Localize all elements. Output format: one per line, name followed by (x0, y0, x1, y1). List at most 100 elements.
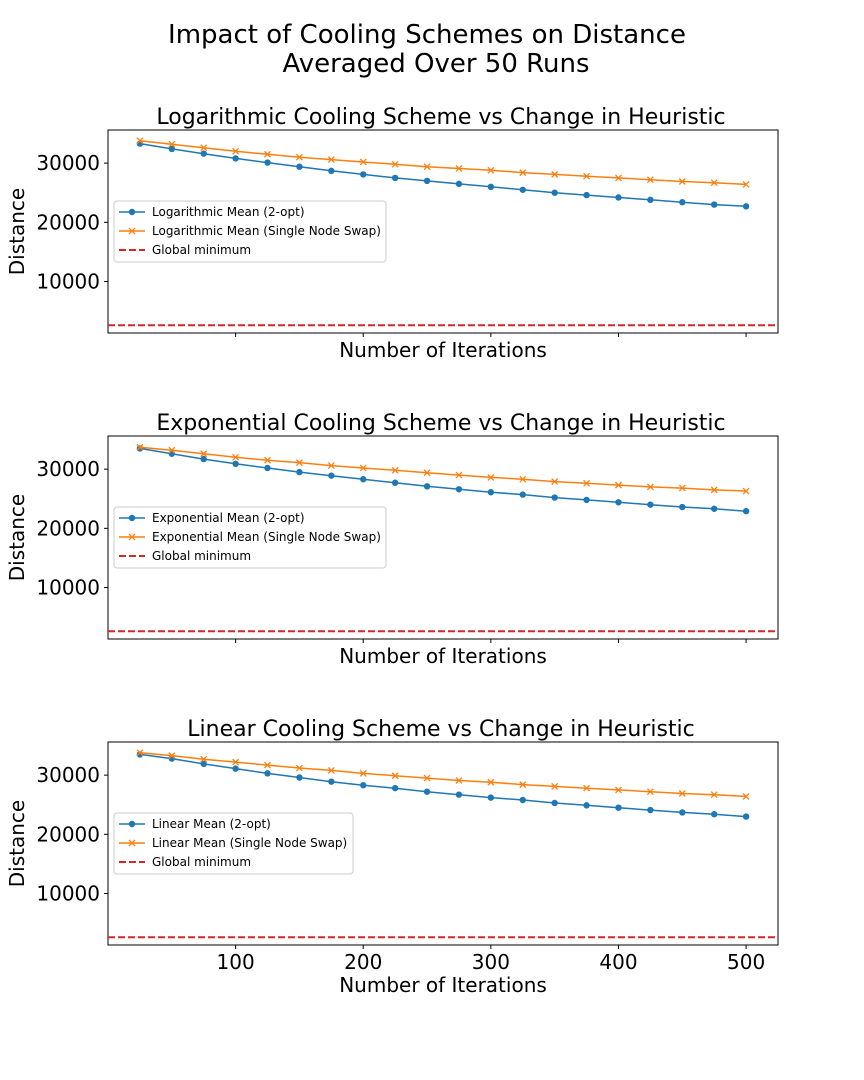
data-point-single-node-swap (455, 471, 463, 479)
data-point-2opt (615, 804, 622, 811)
legend-label: Linear Mean (Single Node Swap) (152, 836, 347, 850)
y-tick-label: 20000 (36, 516, 100, 540)
y-axis-label: Distance (5, 800, 29, 887)
legend-swatch-marker (128, 208, 136, 216)
data-point-2opt (232, 765, 239, 772)
data-point-single-node-swap (136, 443, 144, 451)
data-point-2opt (360, 782, 367, 789)
data-point-single-node-swap (646, 483, 654, 491)
series-line-2opt (139, 142, 747, 208)
data-point-2opt (519, 186, 526, 193)
y-tick-label: 10000 (36, 882, 100, 906)
legend-swatch-marker (128, 820, 136, 828)
data-point-single-node-swap (200, 755, 208, 763)
data-point-single-node-swap (391, 466, 399, 474)
x-axis-label: Number of Iterations (339, 338, 547, 362)
data-point-single-node-swap (615, 174, 622, 182)
data-point-single-node-swap (742, 487, 750, 495)
legend-swatch-marker (128, 533, 136, 541)
data-point-single-node-swap (391, 772, 399, 780)
data-point-single-node-swap (678, 178, 686, 185)
data-point-2opt (360, 476, 367, 483)
data-point-single-node-swap (264, 456, 271, 464)
legend: Logarithmic Mean (2-opt) Logarithmic Mean… (113, 200, 387, 263)
data-point-2opt (679, 809, 686, 816)
data-point-2opt (391, 479, 399, 486)
data-point-single-node-swap (168, 752, 176, 760)
data-point-single-node-swap (423, 469, 431, 477)
data-point-single-node-swap (423, 163, 431, 171)
data-point-single-node-swap (551, 170, 559, 178)
data-point-single-node-swap (487, 778, 495, 786)
data-point-single-node-swap (359, 464, 367, 472)
data-point-single-node-swap (264, 150, 271, 158)
data-point-2opt (647, 501, 654, 508)
data-point-single-node-swap (359, 158, 367, 166)
data-point-2opt (742, 507, 750, 515)
data-point-2opt (328, 167, 335, 175)
series-line-single-node-swap (139, 751, 747, 798)
data-point-single-node-swap (519, 169, 527, 177)
data-point-2opt (455, 180, 463, 188)
y-tick-label: 10000 (36, 576, 100, 600)
data-point-2opt (391, 174, 399, 182)
data-point-single-node-swap (710, 791, 718, 799)
data-point-2opt (423, 788, 431, 795)
legend-label: Global minimum (152, 243, 251, 257)
data-point-2opt (710, 505, 718, 512)
data-point-2opt (487, 794, 495, 801)
data-point-2opt (647, 196, 654, 204)
data-point-2opt (232, 460, 239, 468)
data-point-2opt (519, 796, 526, 804)
data-point-2opt (679, 503, 686, 511)
data-point-single-node-swap (264, 761, 271, 769)
legend-label: Global minimum (152, 855, 251, 869)
data-point-2opt (710, 811, 718, 818)
subplot-3: Linear Cooling Scheme vs Change in Heuri… (5, 717, 779, 997)
x-axis-label: Number of Iterations (339, 644, 547, 668)
data-point-2opt (200, 455, 207, 463)
figure-suptitle-line1: Impact of Cooling Schemes on Distance (168, 20, 686, 50)
data-point-single-node-swap (295, 764, 303, 772)
data-point-2opt (264, 770, 271, 777)
data-point-2opt (168, 450, 176, 457)
data-point-single-node-swap (615, 481, 622, 489)
x-tick-label: 400 (599, 950, 637, 974)
legend-label: Exponential Mean (Single Node Swap) (152, 530, 381, 544)
data-point-2opt (583, 191, 590, 199)
data-point-2opt (423, 483, 431, 490)
data-point-single-node-swap (423, 774, 431, 782)
data-point-single-node-swap (487, 166, 495, 174)
data-point-single-node-swap (327, 462, 335, 470)
data-point-2opt (328, 778, 335, 785)
data-point-2opt (200, 150, 207, 157)
data-point-2opt (487, 183, 495, 191)
data-point-2opt (615, 194, 622, 201)
series-line-single-node-swap (139, 139, 747, 186)
series-line-2opt (139, 447, 747, 512)
data-point-single-node-swap (168, 140, 176, 148)
data-point-single-node-swap (327, 156, 335, 164)
y-axis-label: Distance (5, 188, 29, 275)
legend-label: Exponential Mean (2-opt) (152, 511, 305, 525)
legend-label: Global minimum (152, 549, 251, 563)
axes-frame (107, 741, 779, 946)
data-point-2opt (742, 203, 750, 210)
data-point-2opt (200, 760, 207, 768)
data-point-2opt (136, 445, 144, 452)
data-point-2opt (168, 145, 176, 153)
data-point-single-node-swap (232, 147, 240, 155)
axes-frame (107, 435, 779, 640)
data-point-2opt (583, 802, 590, 809)
legend: Exponential Mean (2-opt) Exponential Mean… (113, 506, 387, 569)
data-point-2opt (232, 155, 239, 162)
data-point-2opt (360, 171, 367, 178)
y-tick-label: 20000 (36, 210, 100, 234)
data-point-single-node-swap (646, 176, 654, 184)
data-point-single-node-swap (710, 486, 718, 494)
data-point-single-node-swap (455, 777, 463, 784)
x-tick-label: 100 (217, 950, 255, 974)
data-point-2opt (391, 784, 399, 792)
data-point-2opt (647, 806, 654, 814)
